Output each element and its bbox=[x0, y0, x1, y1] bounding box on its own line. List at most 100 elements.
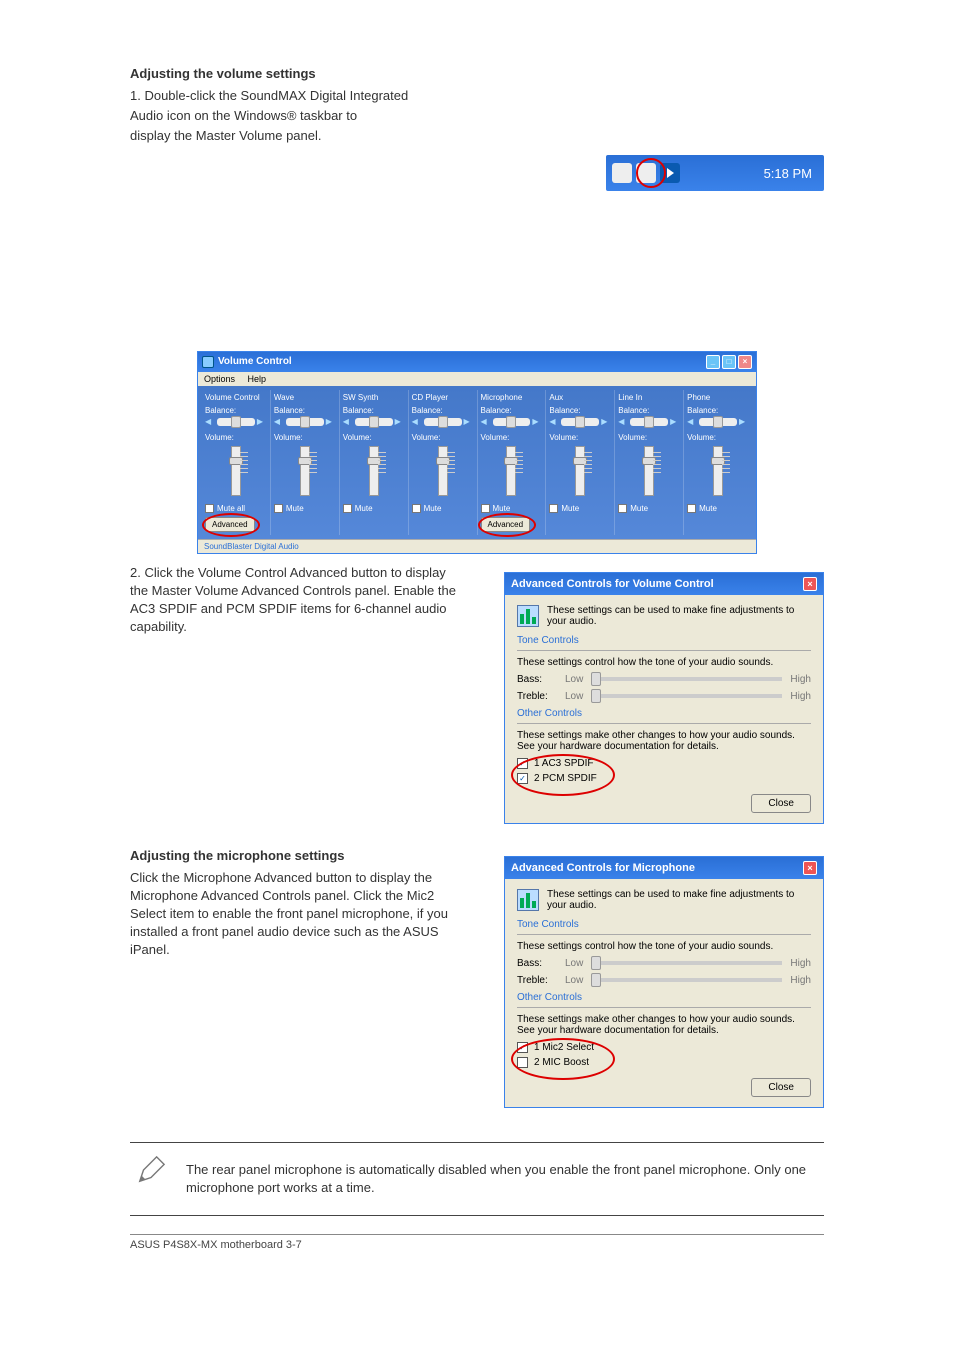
adv1-other-label: Other Controls bbox=[517, 708, 811, 719]
vc-body: Volume ControlBalance:◀▶Volume:Mute allA… bbox=[198, 386, 756, 539]
balance-slider[interactable] bbox=[355, 418, 393, 426]
advanced-mic-dialog: Advanced Controls for Microphone × These… bbox=[504, 856, 824, 1108]
volume-label: Volume: bbox=[412, 433, 474, 442]
volume-slider[interactable] bbox=[438, 446, 448, 496]
note-text: The rear panel microphone is automatical… bbox=[186, 1161, 818, 1197]
vc-title: Volume Control bbox=[218, 356, 292, 367]
volume-slider[interactable] bbox=[575, 446, 585, 496]
advanced-button[interactable]: Advanced bbox=[481, 517, 531, 532]
play-icon[interactable] bbox=[660, 163, 680, 183]
mic-instruction: Click the Microphone Advanced button to … bbox=[130, 869, 460, 960]
pcm-spdif-label: 2 PCM SPDIF bbox=[534, 773, 597, 784]
speaker-left-icon: ◀ bbox=[343, 417, 353, 426]
menu-help[interactable]: Help bbox=[248, 374, 267, 384]
adv1-tone-desc: These settings control how the tone of y… bbox=[517, 657, 811, 668]
channel-title: Line In bbox=[618, 393, 680, 402]
volume-slider[interactable] bbox=[300, 446, 310, 496]
minimize-button[interactable]: _ bbox=[706, 355, 720, 369]
ac3-spdif-checkbox[interactable]: ✓ bbox=[517, 758, 528, 769]
close-icon[interactable]: × bbox=[803, 577, 817, 591]
globe-icon[interactable] bbox=[612, 163, 632, 183]
treble-slider[interactable] bbox=[591, 694, 782, 698]
high-label: High bbox=[790, 691, 811, 702]
adv2-titlebar[interactable]: Advanced Controls for Microphone × bbox=[505, 857, 823, 879]
balance-slider[interactable] bbox=[699, 418, 737, 426]
mic2-select-checkbox[interactable]: ✓ bbox=[517, 1042, 528, 1053]
adv1-title: Advanced Controls for Volume Control bbox=[511, 578, 714, 590]
ac3-spdif-label: 1 AC3 SPDIF bbox=[534, 758, 593, 769]
equalizer-icon bbox=[517, 889, 539, 911]
bass-slider[interactable] bbox=[591, 961, 782, 965]
adv2-tone-label: Tone Controls bbox=[517, 919, 811, 930]
low-label: Low bbox=[565, 691, 583, 702]
balance-label: Balance: bbox=[274, 406, 336, 415]
menu-options[interactable]: Options bbox=[204, 374, 235, 384]
volume-slider[interactable] bbox=[506, 446, 516, 496]
note-block: The rear panel microphone is automatical… bbox=[130, 1142, 824, 1216]
maximize-button[interactable]: □ bbox=[722, 355, 736, 369]
vc-channel: WaveBalance:◀▶Volume:Mute bbox=[271, 390, 340, 535]
volume-slider[interactable] bbox=[231, 446, 241, 496]
mic-boost-checkbox[interactable] bbox=[517, 1057, 528, 1068]
page-footer: ASUS P4S8X-MX motherboard 3-7 bbox=[130, 1234, 824, 1251]
close-button[interactable]: Close bbox=[751, 794, 811, 813]
mute-checkbox[interactable] bbox=[549, 504, 558, 513]
advanced-button[interactable]: Advanced bbox=[205, 517, 255, 532]
volume-slider[interactable] bbox=[713, 446, 723, 496]
system-tray[interactable]: 5:18 PM bbox=[606, 155, 824, 191]
mute-checkbox[interactable] bbox=[205, 504, 214, 513]
speaker-left-icon: ◀ bbox=[687, 417, 697, 426]
vc-menubar[interactable]: Options Help bbox=[198, 372, 756, 386]
soundmax-icon[interactable] bbox=[636, 163, 656, 183]
balance-slider[interactable] bbox=[630, 418, 668, 426]
pcm-spdif-checkbox[interactable]: ✓ bbox=[517, 773, 528, 784]
mute-checkbox[interactable] bbox=[687, 504, 696, 513]
mute-checkbox[interactable] bbox=[481, 504, 490, 513]
volume-slider[interactable] bbox=[644, 446, 654, 496]
close-icon[interactable]: × bbox=[803, 861, 817, 875]
intro-l3: display the Master Volume panel. bbox=[130, 127, 824, 145]
channel-title: Microphone bbox=[481, 393, 543, 402]
volume-label: Volume: bbox=[481, 433, 543, 442]
close-button[interactable]: Close bbox=[751, 1078, 811, 1097]
balance-label: Balance: bbox=[343, 406, 405, 415]
volume-label: Volume: bbox=[274, 433, 336, 442]
mute-label: Mute bbox=[630, 504, 648, 513]
vc-channel: PhoneBalance:◀▶Volume:Mute bbox=[684, 390, 752, 535]
mute-checkbox[interactable] bbox=[343, 504, 352, 513]
vc-channel: Volume ControlBalance:◀▶Volume:Mute allA… bbox=[202, 390, 271, 535]
balance-slider[interactable] bbox=[424, 418, 462, 426]
equalizer-icon bbox=[517, 605, 539, 627]
adv1-titlebar[interactable]: Advanced Controls for Volume Control × bbox=[505, 573, 823, 595]
volume-slider[interactable] bbox=[369, 446, 379, 496]
vc-titlebar[interactable]: Volume Control _ □ × bbox=[198, 352, 756, 372]
balance-slider[interactable] bbox=[493, 418, 531, 426]
high-label: High bbox=[790, 674, 811, 685]
balance-slider[interactable] bbox=[286, 418, 324, 426]
mute-checkbox[interactable] bbox=[274, 504, 283, 513]
advanced-volume-dialog: Advanced Controls for Volume Control × T… bbox=[504, 572, 824, 824]
balance-slider[interactable] bbox=[217, 418, 255, 426]
speaker-right-icon: ▶ bbox=[326, 417, 336, 426]
mute-label: Mute bbox=[355, 504, 373, 513]
treble-slider[interactable] bbox=[591, 978, 782, 982]
adv1-head-text: These settings can be used to make fine … bbox=[547, 605, 811, 627]
speaker-right-icon: ▶ bbox=[532, 417, 542, 426]
mute-checkbox[interactable] bbox=[412, 504, 421, 513]
speaker-right-icon: ▶ bbox=[395, 417, 405, 426]
speaker-right-icon: ▶ bbox=[739, 417, 749, 426]
low-label: Low bbox=[565, 958, 583, 969]
vc-channel: SW SynthBalance:◀▶Volume:Mute bbox=[340, 390, 409, 535]
adv2-title: Advanced Controls for Microphone bbox=[511, 862, 695, 874]
volume-control-window: Volume Control _ □ × Options Help Volume… bbox=[197, 351, 757, 554]
volume-label: Volume: bbox=[687, 433, 749, 442]
low-label: Low bbox=[565, 975, 583, 986]
close-button[interactable]: × bbox=[738, 355, 752, 369]
balance-slider[interactable] bbox=[561, 418, 599, 426]
speaker-left-icon: ◀ bbox=[549, 417, 559, 426]
intro-l1: 1. Double-click the SoundMAX Digital Int… bbox=[130, 87, 824, 105]
adv1-other-desc: These settings make other changes to how… bbox=[517, 730, 811, 752]
bass-slider[interactable] bbox=[591, 677, 782, 681]
mute-checkbox[interactable] bbox=[618, 504, 627, 513]
channel-title: Phone bbox=[687, 393, 749, 402]
